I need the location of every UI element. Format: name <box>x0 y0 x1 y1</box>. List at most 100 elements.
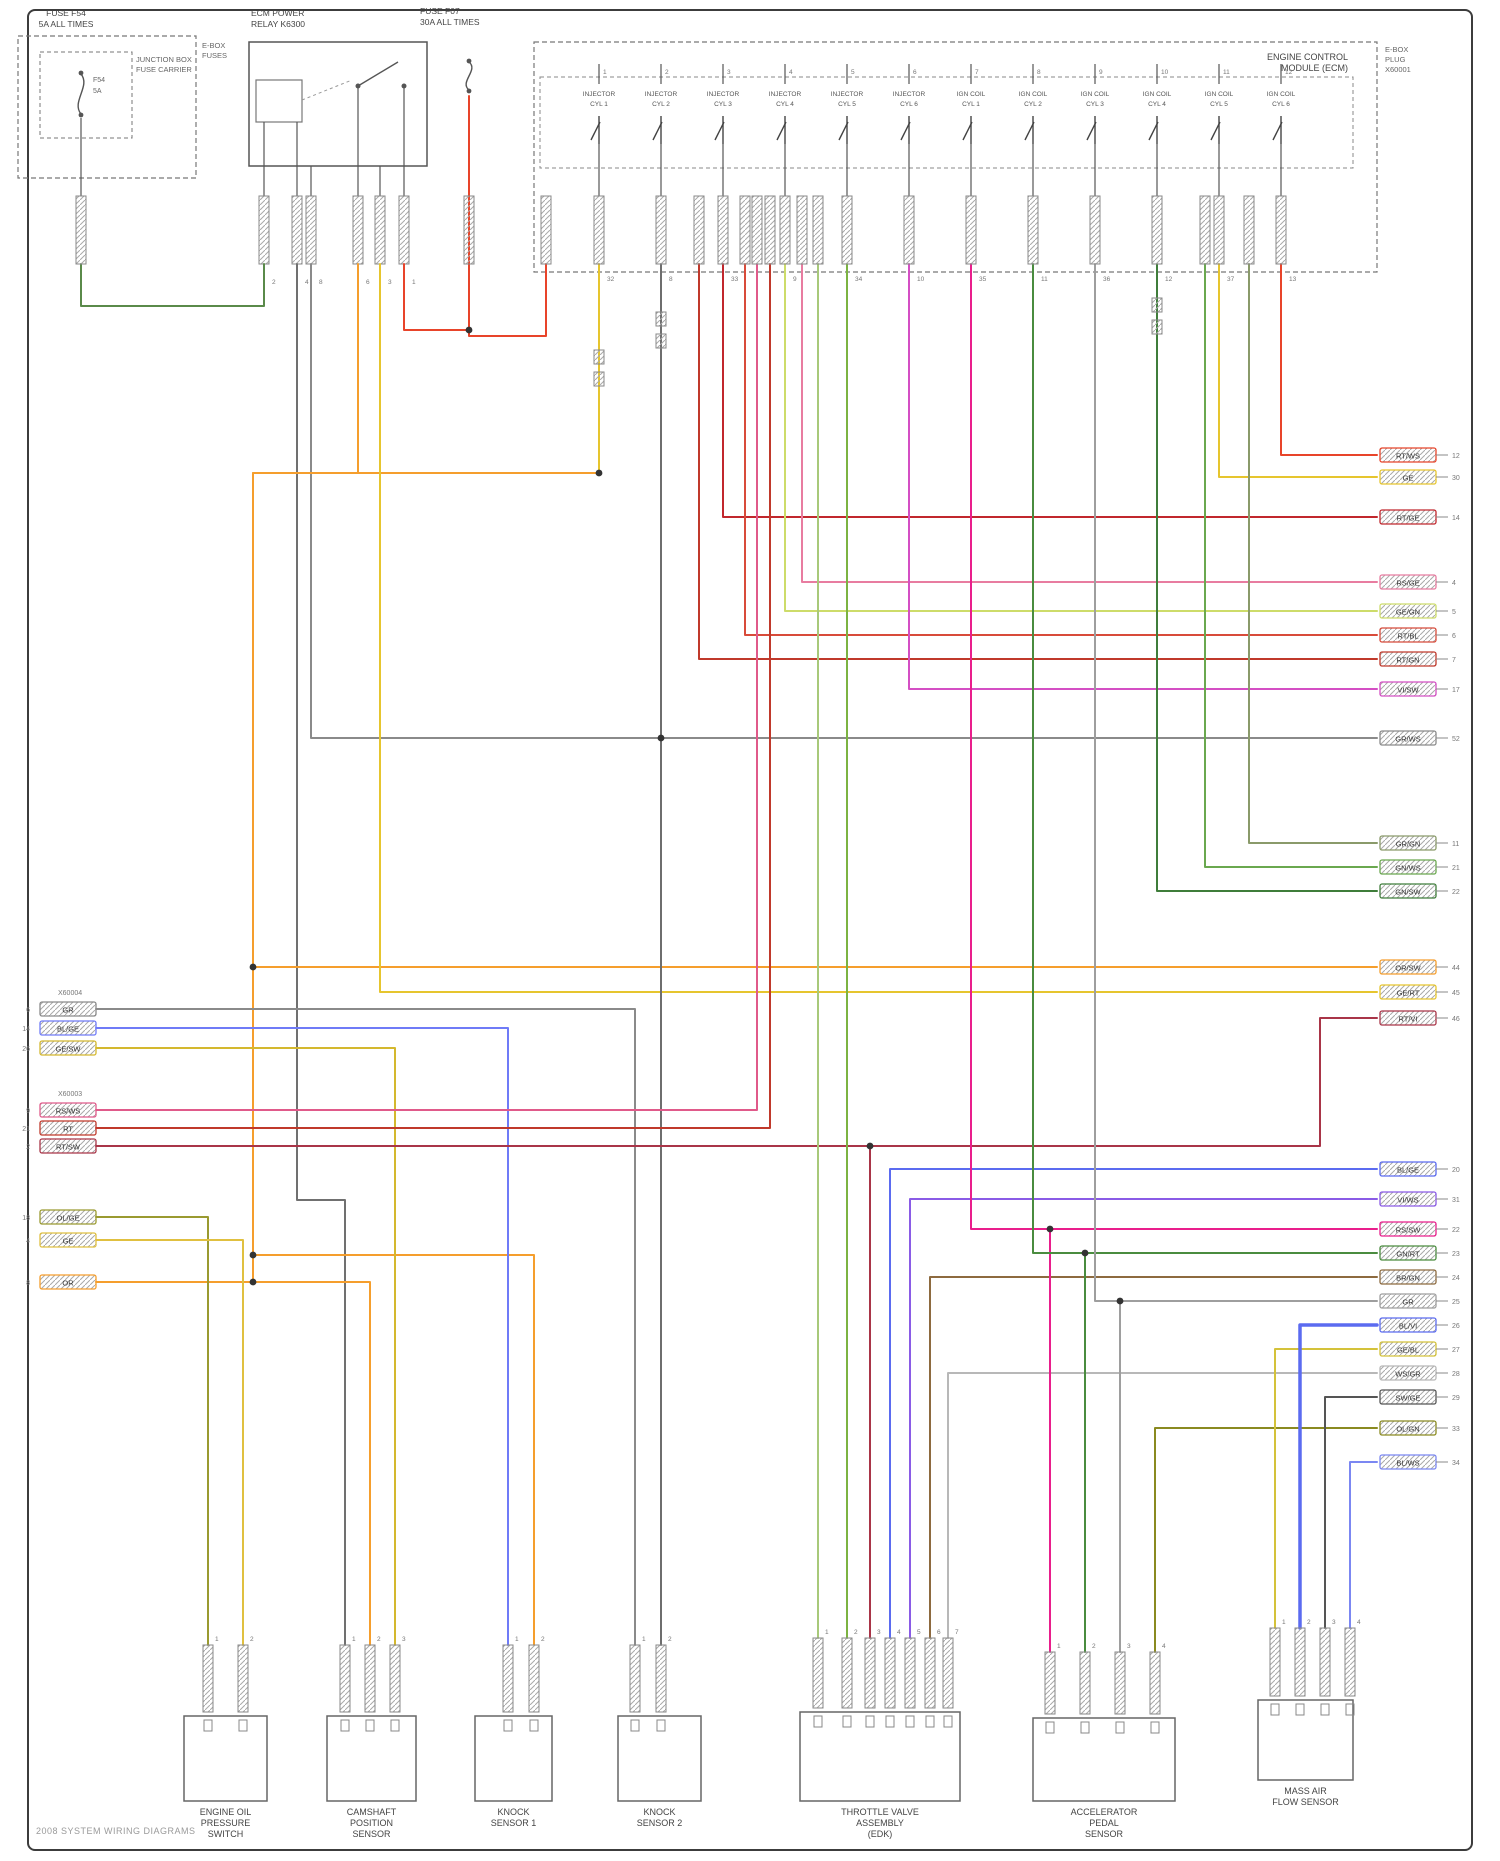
component-label: PRESSURE <box>201 1818 251 1828</box>
terminal-label: GN/SW <box>1395 888 1421 897</box>
driver-label: IGN COIL <box>1019 91 1048 98</box>
terminal-label: BL/GE <box>57 1025 79 1034</box>
wire <box>1218 263 1378 478</box>
wire <box>310 263 1378 739</box>
terminal-label: RT/GN <box>1396 656 1419 665</box>
pin-number: 8 <box>319 279 323 286</box>
component-pin <box>237 1644 249 1713</box>
wire <box>296 263 346 1646</box>
left-terminal <box>39 1020 97 1036</box>
pin-number: 10 <box>917 276 925 283</box>
pin-number: 3 <box>1332 1619 1336 1626</box>
fusebox-side-label: FUSE CARRIER <box>136 65 192 74</box>
component-pin <box>364 1644 376 1713</box>
wire <box>95 1047 396 1646</box>
terminal-label: GR <box>62 1006 74 1015</box>
driver-top-number: 6 <box>913 69 917 76</box>
ecm-pin <box>965 195 977 265</box>
pin-number: 5 <box>917 1629 921 1636</box>
driver-top-number: 8 <box>1037 69 1041 76</box>
fuse-terminal <box>78 70 84 76</box>
component-pin <box>1294 1627 1306 1697</box>
pin-number: 4 <box>897 1629 901 1636</box>
inline-connector <box>655 333 667 349</box>
component-label: SWITCH <box>208 1829 244 1839</box>
driver-label: CYL 1 <box>962 101 980 108</box>
terminal-label: OR/SW <box>1395 964 1421 973</box>
terminal-label: GN/WS <box>1395 864 1420 873</box>
relay-blade <box>357 61 399 87</box>
pin-number: 1 <box>1057 1643 1061 1650</box>
terminal-label: BR/GN <box>1396 1274 1420 1283</box>
relay-pin <box>258 195 270 265</box>
component-pin <box>1319 1627 1331 1697</box>
component-pin <box>1044 1651 1056 1715</box>
driver-label: CYL 3 <box>1086 101 1104 108</box>
component-label: (EDK) <box>868 1829 893 1839</box>
ecm-pin <box>1213 195 1225 265</box>
component-pin <box>502 1644 514 1713</box>
ecm-pin <box>540 195 552 265</box>
ecm-pin <box>1243 195 1255 265</box>
component-pin <box>884 1637 896 1709</box>
component-box <box>617 1715 702 1802</box>
component-pin <box>202 1644 214 1713</box>
component-pin-slot <box>1295 1703 1305 1716</box>
terminal-label: RT/WS <box>1396 452 1420 461</box>
relay-pin <box>352 195 364 265</box>
driver-label: CYL 2 <box>652 101 670 108</box>
component-pin <box>339 1644 351 1713</box>
terminal-label: SW/GE <box>1395 1394 1420 1403</box>
component-pin <box>1344 1627 1356 1697</box>
terminal-label: RT <box>63 1125 73 1134</box>
pin-number: 37 <box>1227 276 1235 283</box>
ecm-pin <box>841 195 853 265</box>
ecm-pin <box>1151 195 1163 265</box>
terminal-label: GN/RT <box>1396 1250 1420 1259</box>
component-box <box>326 1715 417 1802</box>
junction-dot <box>249 963 257 971</box>
terminal-number: 45 <box>1452 990 1460 997</box>
component-label: THROTTLE VALVE <box>841 1807 919 1817</box>
wire <box>95 1008 636 1646</box>
wire <box>1156 263 1378 892</box>
pin-number: 3 <box>388 279 392 286</box>
driver-label: CYL 4 <box>776 101 794 108</box>
driver-symbol <box>1086 121 1097 141</box>
component-label: PEDAL <box>1089 1818 1119 1828</box>
pin-number: 2 <box>1092 1643 1096 1650</box>
left-terminal <box>39 1232 97 1248</box>
terminal-number: 31 <box>1452 1197 1460 1204</box>
driver-symbol <box>1024 121 1035 141</box>
component-pin <box>812 1637 824 1709</box>
driver-label: INJECTOR <box>583 91 616 98</box>
component-label: SENSOR 1 <box>491 1818 537 1828</box>
driver-symbol <box>590 121 601 141</box>
terminal-label: GR/WS <box>1395 735 1420 744</box>
driver-symbol <box>1272 121 1283 141</box>
pin-number: 3 <box>1127 1643 1131 1650</box>
ecm-pin <box>593 195 605 265</box>
ecm-pin <box>655 195 667 265</box>
component-pin-slot <box>1115 1721 1125 1734</box>
terminal-number: 18 <box>22 1215 30 1222</box>
fuse-terminal <box>466 88 472 94</box>
wire <box>722 263 1378 518</box>
relay-title: RELAY K6300 <box>251 19 305 29</box>
relay-pin <box>291 195 303 265</box>
relay-contact <box>401 83 407 89</box>
pin-number: 4 <box>1357 1619 1361 1626</box>
wire <box>908 263 1378 690</box>
pin-number: 3 <box>402 1636 406 1643</box>
component-pin <box>655 1644 667 1713</box>
component-pin <box>629 1644 641 1713</box>
component-pin <box>528 1644 540 1713</box>
component-label: SENSOR <box>1085 1829 1124 1839</box>
terminal-number: 4 <box>1452 580 1456 587</box>
fusebox-outer <box>17 35 197 179</box>
component-pin-slot <box>529 1719 539 1732</box>
wire <box>1349 1461 1378 1629</box>
watermark: 2008 SYSTEM WIRING DIAGRAMS <box>36 1826 196 1836</box>
driver-label: INJECTOR <box>769 91 802 98</box>
